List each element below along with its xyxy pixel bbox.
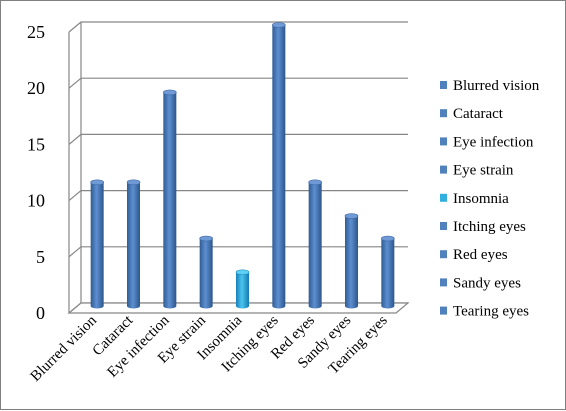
- bar-insomnia: [235, 269, 250, 309]
- bar-red-eyes: [308, 179, 322, 309]
- legend-swatch: [440, 222, 447, 230]
- axes: [67, 22, 410, 314]
- x-axis-floor: [67, 302, 410, 314]
- y-tick-label: 0: [36, 303, 45, 323]
- legend-swatch: [440, 165, 447, 174]
- y-tick-label: 15: [27, 134, 45, 154]
- legend-swatch: [440, 193, 447, 202]
- y-tick-label: 25: [27, 22, 45, 42]
- gridline: [68, 77, 408, 89]
- legend-label: Eye infection: [453, 134, 534, 150]
- legend: Blurred vision Cataract Eye infection Eye s…: [440, 78, 540, 320]
- legend-label: Sandy eyes: [453, 275, 521, 291]
- legend-item-eye-infection: Eye infection: [440, 134, 534, 150]
- legend-swatch: [440, 137, 447, 146]
- y-tick-labels: 0 5 10 15 20 25: [27, 22, 45, 323]
- legend-item-tearing-eyes: Tearing eyes: [440, 304, 529, 320]
- legend-swatch: [440, 278, 447, 287]
- legend-label: Red eyes: [453, 247, 508, 263]
- legend-item-itching-eyes: Itching eyes: [440, 219, 526, 235]
- legend-label: Insomnia: [453, 191, 509, 207]
- bar-eye-infection: [163, 89, 177, 309]
- legend-item-blurred-vision: Blurred vision: [440, 78, 540, 94]
- legend-swatch: [440, 81, 447, 89]
- bar-tearing-eyes: [381, 235, 395, 309]
- legend-item-red-eyes: Red eyes: [440, 247, 508, 263]
- legend-item-cataract: Cataract: [440, 106, 504, 122]
- legend-label: Blurred vision: [453, 78, 540, 94]
- legend-swatch: [440, 250, 447, 259]
- legend-item-sandy-eyes: Sandy eyes: [440, 275, 521, 291]
- bar-sandy-eyes: [344, 213, 359, 309]
- bar-blurred-vision: [90, 179, 104, 309]
- bar-itching-eyes: [272, 22, 286, 309]
- legend-swatch: [440, 109, 447, 118]
- legend-swatch: [440, 306, 447, 315]
- y-tick-label: 10: [27, 191, 45, 211]
- gridline: [68, 21, 408, 33]
- bars: [90, 22, 395, 309]
- legend-label: Eye strain: [453, 163, 514, 179]
- bar-cataract: [126, 179, 141, 309]
- y-tick-label: 20: [27, 78, 45, 98]
- gridline: [68, 133, 408, 145]
- legend-label: Cataract: [453, 106, 504, 122]
- gridline: [68, 190, 408, 202]
- y-tick-label: 5: [36, 247, 45, 267]
- legend-label: Tearing eyes: [453, 304, 529, 320]
- legend-item-insomnia: Insomnia: [440, 191, 509, 207]
- legend-label: Itching eyes: [453, 219, 526, 235]
- bar-eye-strain: [199, 235, 213, 309]
- legend-item-eye-strain: Eye strain: [440, 163, 514, 179]
